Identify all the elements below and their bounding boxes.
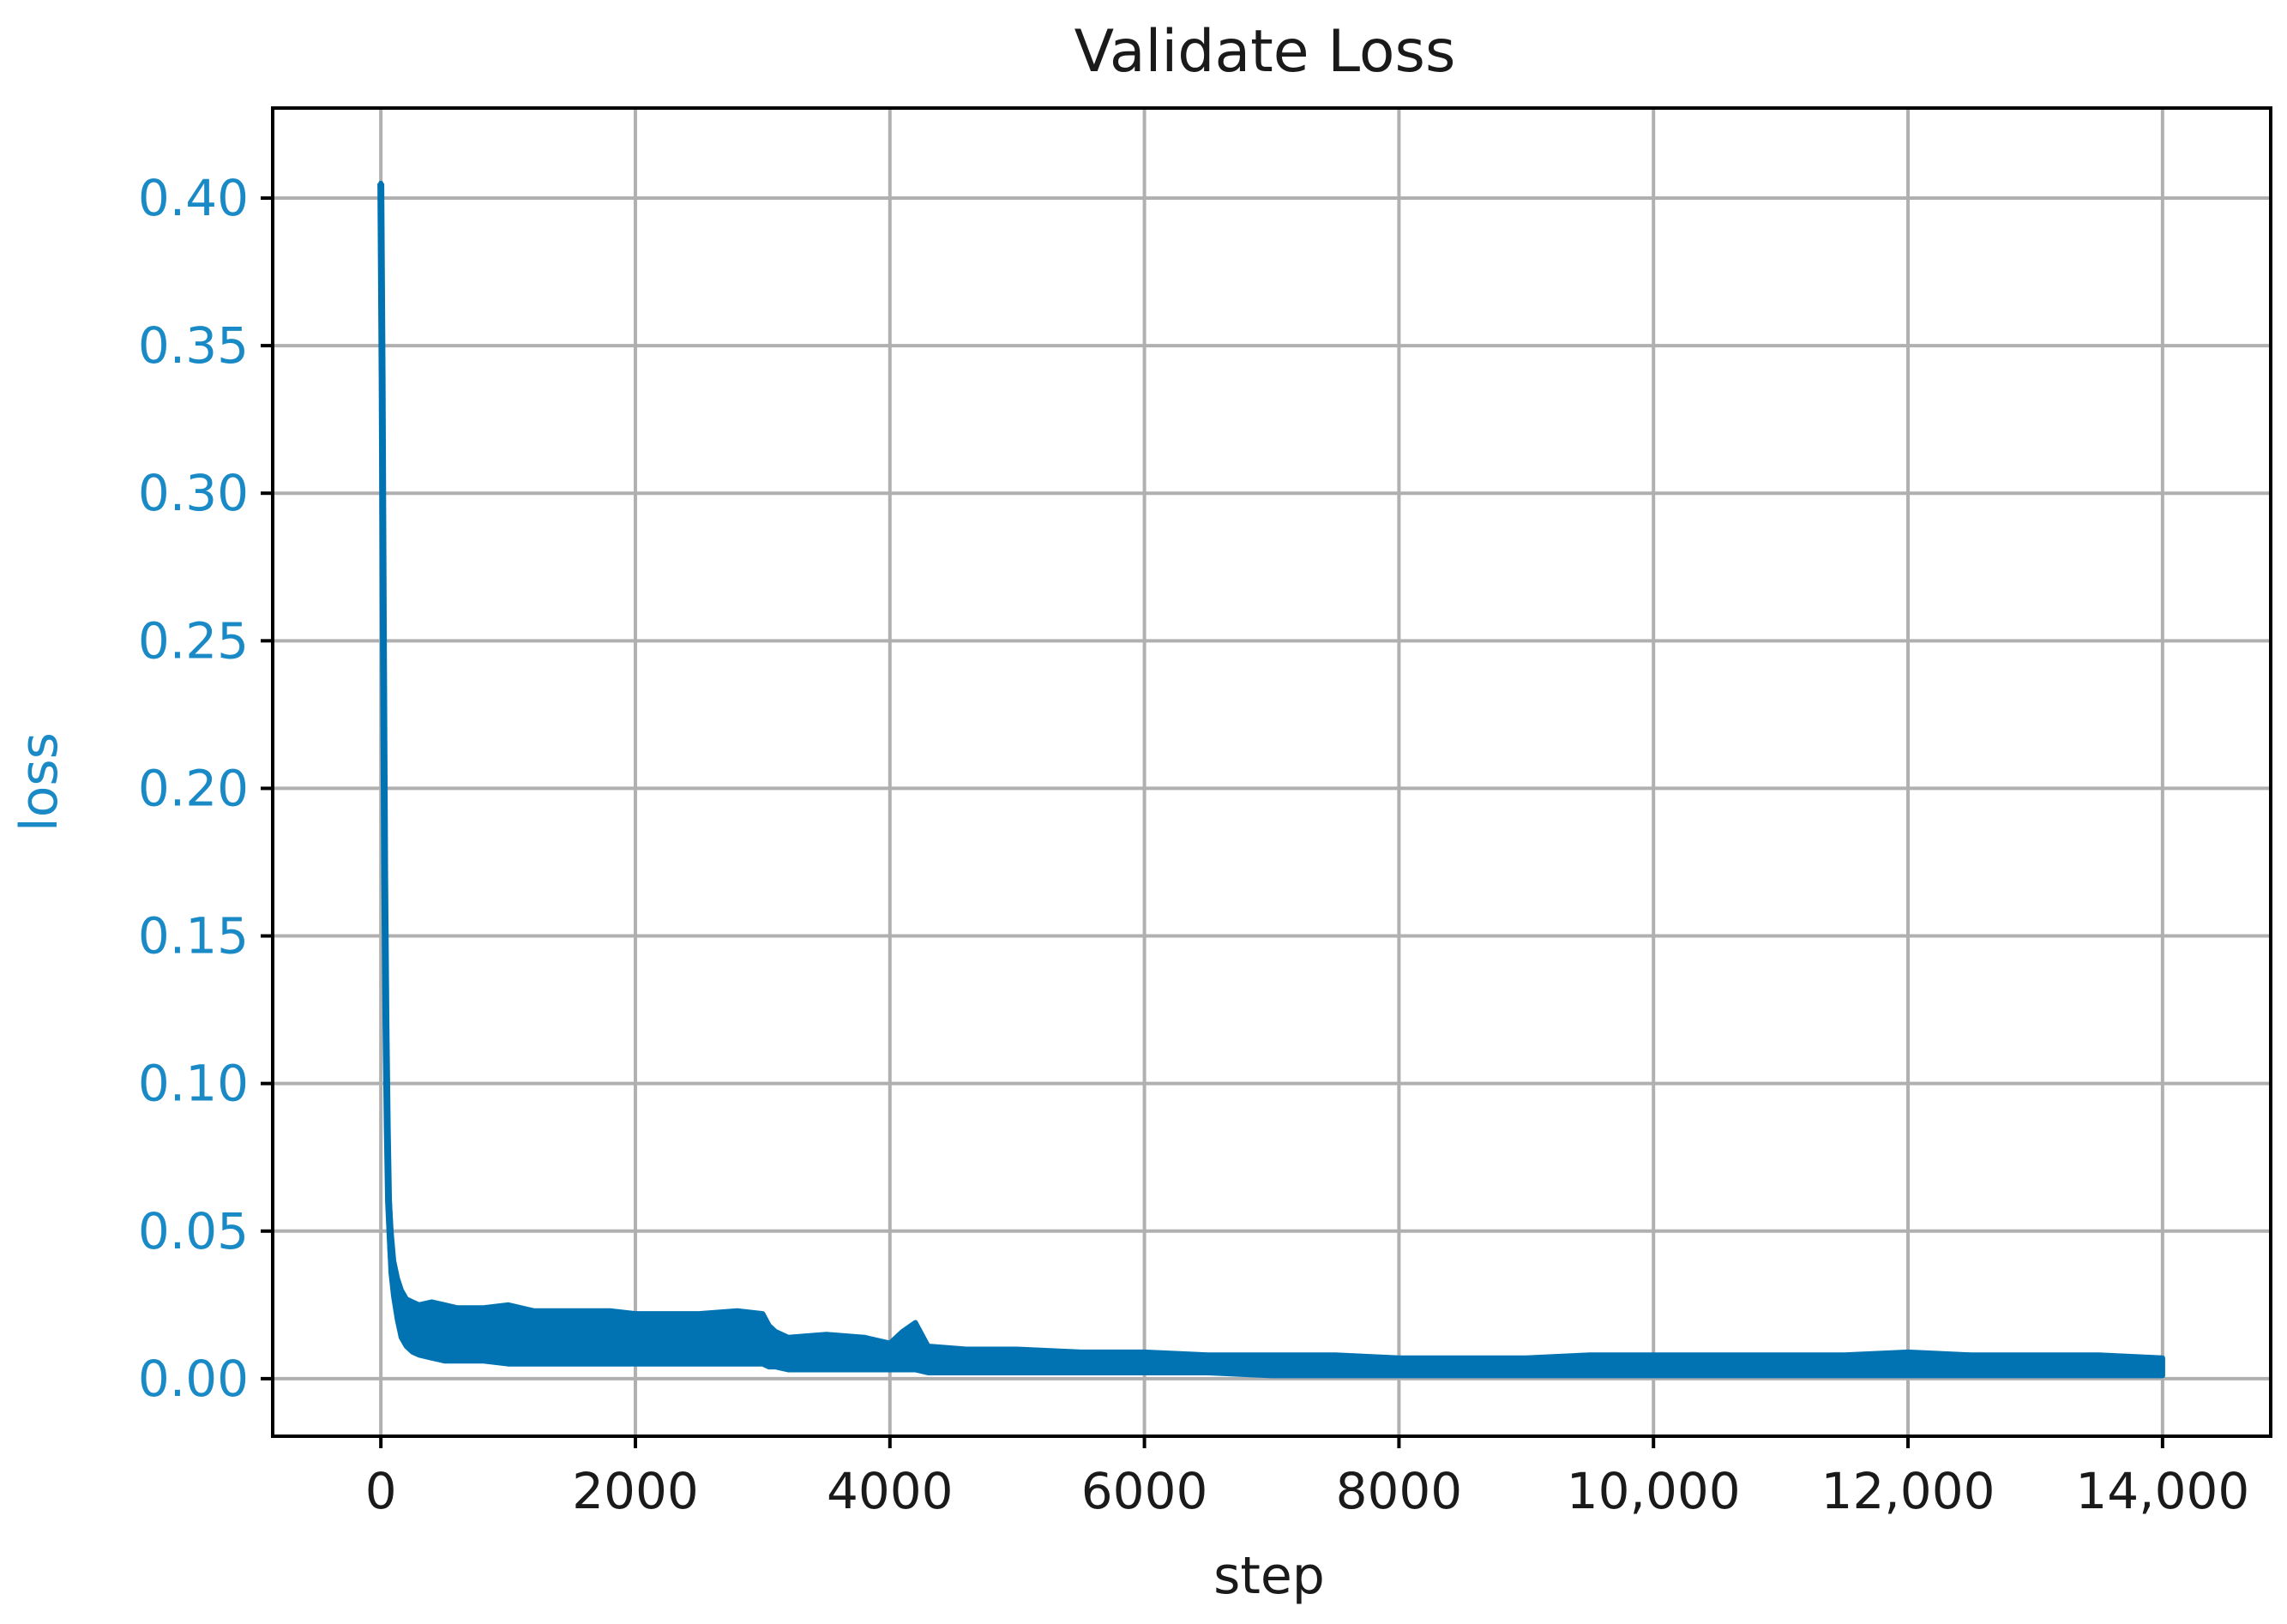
loss-series [377, 183, 2163, 1371]
y-tick-label: 0.20 [138, 759, 249, 817]
y-tick-label: 0.05 [138, 1202, 249, 1260]
chart-title: Validate Loss [1074, 18, 1456, 86]
x-tick-label: 12,000 [1821, 1462, 1995, 1520]
y-tick-label: 0.30 [138, 464, 249, 522]
x-tick-label: 2000 [572, 1462, 699, 1520]
x-tick-label: 14,000 [2075, 1462, 2249, 1520]
x-axis-ticks: 0 2000 4000 6000 8000 10,000 12,000 14,000 [365, 1436, 2249, 1520]
y-tick-label: 0.10 [138, 1055, 249, 1113]
y-tick-label: 0.15 [138, 907, 249, 965]
grid [273, 108, 2271, 1436]
plot-frame [271, 106, 2272, 1438]
loss-line [377, 183, 2163, 1371]
x-tick-label: 6000 [1081, 1462, 1208, 1520]
y-tick-label: 0.25 [138, 611, 249, 670]
x-tick-label: 10,000 [1567, 1462, 1741, 1520]
y-tick-label: 0.35 [138, 316, 249, 375]
x-tick-label: 0 [365, 1462, 397, 1520]
x-tick-label: 4000 [827, 1462, 954, 1520]
y-tick-label: 0.00 [138, 1350, 249, 1408]
x-axis-label: step [1213, 1546, 1325, 1606]
y-axis-label: loss [9, 732, 69, 832]
x-tick-label: 8000 [1336, 1462, 1463, 1520]
y-axis-ticks: 0.00 0.05 0.10 0.15 0.20 0.25 0.30 0.35 0.40 [138, 169, 273, 1408]
y-tick-label: 0.40 [138, 169, 249, 227]
